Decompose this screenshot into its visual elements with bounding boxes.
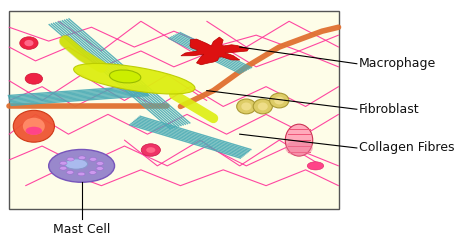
Circle shape bbox=[96, 162, 104, 165]
Ellipse shape bbox=[270, 93, 289, 108]
Text: Collagen Fibres: Collagen Fibres bbox=[359, 141, 455, 155]
Ellipse shape bbox=[237, 99, 256, 114]
Polygon shape bbox=[181, 37, 249, 65]
Ellipse shape bbox=[73, 64, 195, 94]
Ellipse shape bbox=[109, 70, 141, 83]
Circle shape bbox=[26, 127, 42, 135]
Circle shape bbox=[78, 156, 85, 160]
Ellipse shape bbox=[241, 102, 251, 110]
FancyBboxPatch shape bbox=[9, 11, 338, 210]
Circle shape bbox=[49, 150, 115, 182]
Ellipse shape bbox=[23, 118, 45, 135]
Circle shape bbox=[60, 166, 67, 170]
Circle shape bbox=[78, 172, 85, 176]
Circle shape bbox=[67, 157, 74, 161]
Circle shape bbox=[89, 171, 96, 174]
Circle shape bbox=[307, 162, 324, 170]
Ellipse shape bbox=[24, 40, 34, 46]
Ellipse shape bbox=[258, 102, 268, 110]
Ellipse shape bbox=[20, 37, 38, 49]
Ellipse shape bbox=[146, 147, 155, 153]
Circle shape bbox=[60, 161, 67, 165]
Ellipse shape bbox=[13, 110, 55, 142]
Ellipse shape bbox=[274, 96, 284, 105]
Ellipse shape bbox=[64, 159, 88, 169]
Ellipse shape bbox=[253, 99, 273, 114]
Ellipse shape bbox=[141, 144, 160, 156]
Text: Fibroblast: Fibroblast bbox=[359, 103, 420, 116]
Circle shape bbox=[66, 171, 74, 174]
Ellipse shape bbox=[285, 124, 313, 156]
Text: Macrophage: Macrophage bbox=[359, 57, 437, 70]
Circle shape bbox=[96, 167, 103, 170]
Circle shape bbox=[90, 158, 97, 161]
Text: Mast Cell: Mast Cell bbox=[53, 223, 110, 236]
Ellipse shape bbox=[25, 73, 43, 84]
Ellipse shape bbox=[285, 140, 313, 156]
